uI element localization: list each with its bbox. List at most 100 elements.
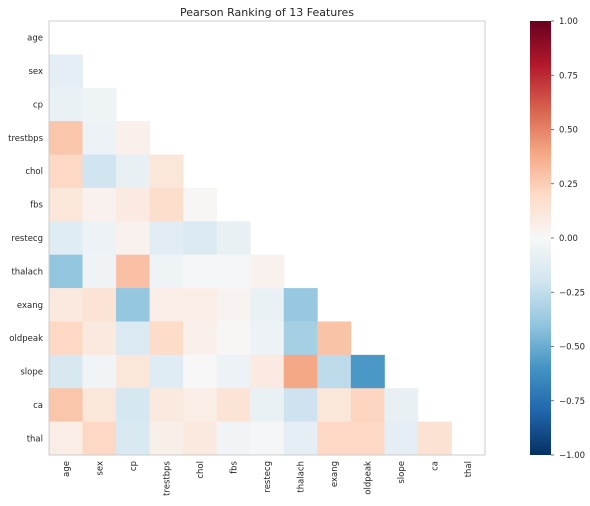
heatmap-cell-ca-exang — [317, 388, 352, 423]
x-tick-label-exang: exang — [330, 461, 340, 487]
heatmap-cell-fbs-chol — [183, 187, 218, 222]
heatmap-cell-restecg-chol — [183, 221, 218, 256]
x-tick-label-sex: sex — [95, 461, 105, 476]
x-tick-label-thal: thal — [464, 461, 474, 477]
x-tick-label-slope: slope — [397, 461, 407, 484]
heatmap-cell-sex-age — [49, 54, 83, 89]
heatmap-cell-slope-age — [49, 354, 83, 389]
heatmap-cell-oldpeak-chol — [183, 321, 218, 356]
heatmap-cell-ca-restecg — [250, 388, 285, 423]
colorbar-tick-label: −0.25 — [559, 288, 585, 298]
heatmap-cell-trestbps-age — [49, 121, 83, 155]
heatmap-cell-chol-sex — [82, 154, 117, 189]
heatmap-cell-cp-age — [49, 87, 83, 122]
heatmap-cell-thalach-trestbps — [149, 254, 184, 289]
heatmap-cell-slope-exang — [317, 354, 352, 389]
heatmap-cell-thal-cp — [116, 421, 151, 456]
heatmap-cell-oldpeak-exang — [317, 321, 352, 356]
heatmap-cell-exang-sex — [82, 288, 117, 322]
heatmap-cell-trestbps-sex — [82, 121, 117, 155]
heatmap-cell-slope-cp — [116, 354, 151, 389]
colorbar-ticks: 1.00 0.75 0.50 0.25 0.00 −0.25 −0.50 −0.75 −1.00 — [551, 17, 585, 461]
y-tick-label-ca: ca — [33, 401, 43, 411]
x-tick-label-oldpeak: oldpeak — [364, 461, 374, 495]
heatmap-cell-exang-restecg — [250, 288, 285, 322]
colorbar-tick-label: 0.50 — [559, 126, 578, 136]
x-tick-label-ca: ca — [431, 461, 441, 471]
colorbar-tick-label: −0.75 — [559, 397, 585, 407]
heatmap-cell-ca-chol — [183, 388, 218, 423]
x-axis-labels: age sex cp trestbps chol fbs restecg thalach exa… — [62, 460, 474, 495]
heatmap-cell-restecg-cp — [116, 221, 151, 256]
heatmap-cell-oldpeak-trestbps — [149, 321, 184, 356]
heatmap-cell-slope-thalach — [283, 354, 318, 389]
heatmap-cell-ca-fbs — [216, 388, 251, 423]
colorbar-tick-label: −0.50 — [559, 343, 585, 353]
heatmap-cell-thal-fbs — [216, 421, 251, 456]
heatmap-cell-thalach-sex — [82, 254, 117, 289]
heatmap-cell-thalach-age — [49, 254, 83, 289]
heatmap-cell-fbs-cp — [116, 187, 151, 222]
heatmap-cell-ca-sex — [82, 388, 117, 423]
heatmap-cell-thalach-restecg — [250, 254, 285, 289]
colorbar-tick-label: 1.00 — [559, 17, 578, 27]
colorbar-tick-label: −1.00 — [559, 451, 585, 461]
heatmap-cell-oldpeak-restecg — [250, 321, 285, 356]
heatmap-cell-thalach-cp — [116, 254, 151, 289]
heatmap-cell-slope-chol — [183, 354, 218, 389]
y-tick-label-sex: sex — [28, 67, 43, 77]
y-tick-label-age: age — [27, 34, 43, 44]
heatmap-cell-chol-cp — [116, 154, 151, 189]
y-tick-label-slope: slope — [20, 368, 43, 378]
heatmap-cell-slope-oldpeak — [350, 354, 385, 389]
heatmap-cell-exang-fbs — [216, 288, 251, 322]
heatmap-cell-oldpeak-thalach — [283, 321, 318, 356]
heatmap-cell-trestbps-cp — [116, 121, 151, 155]
colorbar-tick-label: 0.25 — [559, 180, 578, 190]
heatmap-cell-slope-fbs — [216, 354, 251, 389]
y-tick-label-thalach: thalach — [11, 267, 43, 277]
heatmap-cell-thal-age — [49, 421, 83, 456]
heatmap-cell-restecg-sex — [82, 221, 117, 256]
heatmap-cell-thalach-chol — [183, 254, 218, 289]
y-tick-label-fbs: fbs — [30, 201, 43, 211]
y-tick-label-exang: exang — [17, 301, 43, 311]
x-tick-label-restecg: restecg — [263, 461, 273, 493]
heatmap-cell-thal-ca — [417, 421, 452, 456]
heatmap-cell-ca-oldpeak — [350, 388, 385, 423]
heatmap-cell-chol-age — [49, 154, 83, 189]
heatmap-cell-fbs-sex — [82, 187, 117, 222]
heatmap-cells — [49, 54, 452, 456]
heatmap-cell-thal-oldpeak — [350, 421, 385, 456]
heatmap-cell-restecg-fbs — [216, 221, 251, 256]
x-tick-label-trestbps: trestbps — [162, 460, 172, 495]
heatmap-cell-oldpeak-fbs — [216, 321, 251, 356]
heatmap-cell-oldpeak-sex — [82, 321, 117, 356]
heatmap-cell-fbs-age — [49, 187, 83, 222]
heatmap-cell-exang-age — [49, 288, 83, 322]
y-tick-label-chol: chol — [25, 167, 43, 177]
heatmap-cell-thal-restecg — [250, 421, 285, 456]
colorbar — [530, 21, 551, 455]
heatmap-cell-slope-sex — [82, 354, 117, 389]
y-tick-label-restecg: restecg — [11, 234, 43, 244]
heatmap-cell-oldpeak-cp — [116, 321, 151, 356]
heatmap-cell-ca-age — [49, 388, 83, 423]
x-tick-label-fbs: fbs — [229, 460, 239, 473]
y-tick-label-oldpeak: oldpeak — [9, 334, 43, 344]
x-tick-label-age: age — [62, 461, 72, 477]
heatmap-cell-ca-trestbps — [149, 388, 184, 423]
heatmap-cell-slope-restecg — [250, 354, 285, 389]
heatmap-cell-restecg-trestbps — [149, 221, 184, 256]
heatmap-cell-slope-trestbps — [149, 354, 184, 389]
colorbar-tick-label: 0.75 — [559, 71, 578, 81]
heatmap-cell-cp-sex — [82, 87, 117, 122]
heatmap-cell-ca-cp — [116, 388, 151, 423]
heatmap-cell-exang-cp — [116, 288, 151, 322]
colorbar-tick-label: 0.00 — [559, 234, 578, 244]
y-tick-label-thal: thal — [27, 434, 43, 444]
plot-frame — [48, 20, 486, 456]
heatmap-cell-thal-chol — [183, 421, 218, 456]
heatmap-cell-exang-trestbps — [149, 288, 184, 322]
heatmap-cell-ca-thalach — [283, 388, 318, 423]
